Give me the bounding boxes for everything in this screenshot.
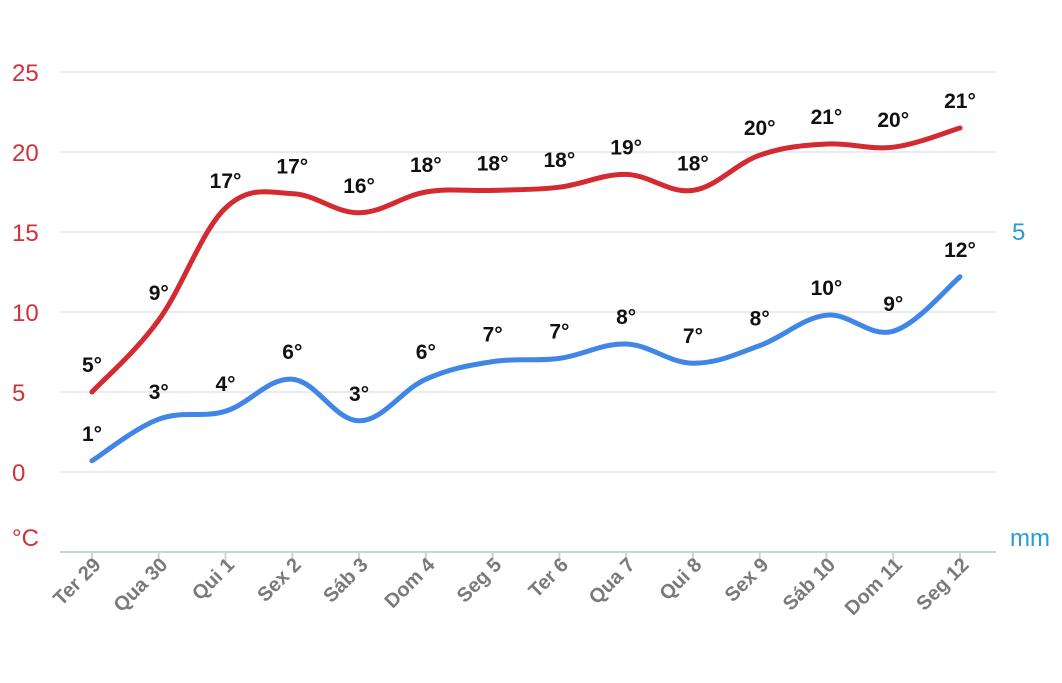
- max-temperature-label: 21°: [944, 90, 976, 113]
- x-tick-label: Qua 7: [585, 554, 640, 609]
- max-temperature-label: 18°: [677, 152, 709, 175]
- y-tick-label: 25: [12, 60, 39, 87]
- min-temperature-label: 3°: [349, 383, 369, 406]
- max-temperature-label: 19°: [610, 136, 642, 159]
- y-axis-left: 0 5 10 15 20 25: [12, 60, 39, 487]
- x-tick-label: Ter 6: [525, 554, 573, 602]
- x-tick-label: Sáb 3: [319, 554, 372, 607]
- x-tick-label: Sáb 10: [779, 554, 840, 615]
- min-temperature-label: 1°: [82, 423, 102, 446]
- min-temperature-label: 8°: [750, 308, 770, 331]
- max-temperature-label: 5°: [82, 354, 102, 377]
- x-axis: Ter 29 Qua 30 Qui 1 Sex 2 Sáb 3 Dom 4 Seg 5 Ter…: [49, 552, 974, 620]
- max-temperature-label: 21°: [811, 106, 843, 129]
- min-temperature-label: 9°: [883, 293, 903, 316]
- x-tick-label: Qua 30: [110, 554, 173, 617]
- min-temperature-label: 6°: [416, 341, 436, 364]
- max-temperature-label: 9°: [149, 282, 169, 305]
- max-temperature-label: 17°: [210, 170, 242, 193]
- x-tick-label: Dom 11: [841, 554, 907, 620]
- min-temperature-label: 8°: [616, 306, 636, 329]
- max-temperature-label: 18°: [410, 154, 442, 177]
- max-temperature-label: 18°: [477, 152, 509, 175]
- min-temperature-label: 3°: [149, 381, 169, 404]
- max-temperature-label: 17°: [276, 156, 308, 179]
- max-temperature-label: 20°: [877, 109, 909, 132]
- grid-lines: [60, 71, 996, 473]
- y-unit-label: °C: [12, 525, 39, 552]
- max-temperature-label: 20°: [744, 117, 776, 140]
- x-tick-label: Dom 4: [381, 553, 440, 612]
- y-tick-label: 20: [12, 140, 39, 167]
- y-tick-label: 0: [12, 460, 25, 487]
- series-lines: [89, 125, 963, 464]
- x-tick-label: Ter 29: [49, 554, 105, 610]
- y-tick-label: 15: [12, 220, 39, 247]
- min-temperature-label: 12°: [944, 239, 976, 262]
- min-temperature-label: 7°: [549, 320, 569, 343]
- y-tick-label: 5: [12, 380, 25, 407]
- x-tick-label: Seg 12: [912, 554, 973, 615]
- x-tick-label: Qui 8: [656, 554, 707, 605]
- min-temperature-label: 7°: [483, 324, 503, 347]
- min-temperature-line: [89, 274, 963, 464]
- x-tick-label: Sex 9: [721, 554, 774, 607]
- x-tick-label: Seg 5: [453, 554, 506, 607]
- min-temperature-label: 7°: [683, 325, 703, 348]
- min-temperature-label: 4°: [216, 373, 236, 396]
- data-labels: 5° 9° 17° 17° 16° 18° 18° 18° 19° 18° 20° 21° 20° 21°…: [82, 90, 976, 446]
- y2-unit-label: mm: [1010, 525, 1050, 552]
- x-tick-label: Qui 1: [188, 554, 239, 605]
- max-temperature-line: [89, 125, 963, 395]
- y-axis-right: 5: [1012, 219, 1025, 246]
- y2-tick-label: 5: [1012, 219, 1025, 246]
- min-temperature-label: 6°: [282, 341, 302, 364]
- y-tick-label: 10: [12, 300, 39, 327]
- max-temperature-label: 16°: [343, 175, 375, 198]
- min-temperature-label: 10°: [811, 277, 843, 300]
- x-tick-label: Sex 2: [253, 554, 306, 607]
- max-temperature-label: 18°: [544, 149, 576, 172]
